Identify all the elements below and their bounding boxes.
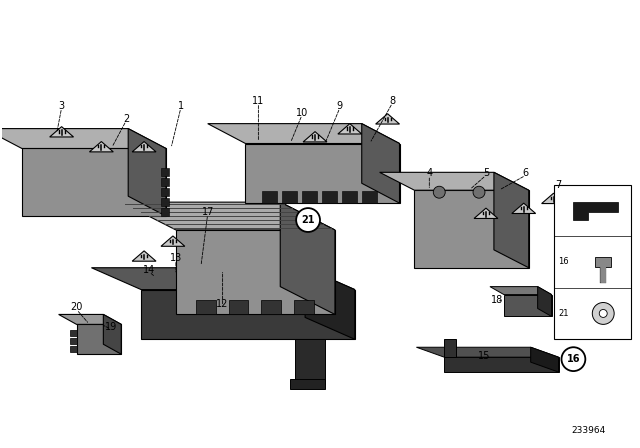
Polygon shape bbox=[132, 251, 156, 261]
Polygon shape bbox=[302, 191, 317, 203]
Polygon shape bbox=[161, 178, 169, 186]
Text: 9: 9 bbox=[337, 101, 343, 111]
Polygon shape bbox=[262, 191, 277, 203]
Polygon shape bbox=[295, 339, 325, 384]
Text: 18: 18 bbox=[491, 294, 503, 305]
Text: 233964: 233964 bbox=[572, 426, 605, 435]
Circle shape bbox=[473, 186, 485, 198]
Text: 7: 7 bbox=[556, 180, 562, 190]
Polygon shape bbox=[92, 268, 355, 289]
Polygon shape bbox=[444, 357, 559, 372]
Polygon shape bbox=[444, 339, 456, 357]
Polygon shape bbox=[132, 142, 156, 152]
Text: 19: 19 bbox=[105, 323, 117, 332]
Polygon shape bbox=[103, 314, 121, 354]
Polygon shape bbox=[474, 208, 498, 219]
Text: 2: 2 bbox=[123, 114, 129, 124]
Polygon shape bbox=[0, 129, 166, 148]
Text: 17: 17 bbox=[202, 207, 214, 217]
Polygon shape bbox=[415, 190, 529, 268]
Polygon shape bbox=[294, 300, 314, 314]
Polygon shape bbox=[59, 314, 121, 324]
Polygon shape bbox=[305, 268, 355, 339]
Polygon shape bbox=[362, 191, 377, 203]
Text: 11: 11 bbox=[252, 96, 264, 106]
Text: 15: 15 bbox=[478, 351, 490, 361]
Polygon shape bbox=[573, 202, 618, 220]
Polygon shape bbox=[362, 124, 399, 203]
Text: 16: 16 bbox=[566, 354, 580, 364]
Polygon shape bbox=[554, 185, 631, 339]
Polygon shape bbox=[417, 347, 559, 357]
Circle shape bbox=[561, 347, 586, 371]
Polygon shape bbox=[280, 202, 335, 314]
Polygon shape bbox=[22, 148, 166, 216]
Polygon shape bbox=[490, 287, 552, 294]
Polygon shape bbox=[77, 324, 121, 354]
Text: 5: 5 bbox=[483, 168, 489, 178]
Polygon shape bbox=[338, 124, 362, 134]
Polygon shape bbox=[246, 143, 399, 203]
Text: 21: 21 bbox=[301, 215, 315, 225]
Polygon shape bbox=[70, 338, 77, 344]
Polygon shape bbox=[282, 191, 297, 203]
Polygon shape bbox=[141, 289, 355, 339]
Polygon shape bbox=[176, 230, 335, 314]
Text: 6: 6 bbox=[523, 168, 529, 178]
Polygon shape bbox=[261, 300, 281, 314]
Polygon shape bbox=[595, 257, 611, 267]
Polygon shape bbox=[70, 330, 77, 336]
Polygon shape bbox=[322, 191, 337, 203]
Polygon shape bbox=[70, 346, 77, 352]
Polygon shape bbox=[512, 203, 536, 214]
Polygon shape bbox=[504, 294, 552, 316]
Polygon shape bbox=[303, 132, 327, 142]
Polygon shape bbox=[50, 127, 74, 137]
Polygon shape bbox=[208, 124, 399, 143]
Polygon shape bbox=[541, 193, 566, 203]
Text: 20: 20 bbox=[70, 302, 83, 312]
Polygon shape bbox=[128, 129, 166, 216]
Polygon shape bbox=[228, 300, 248, 314]
Text: 13: 13 bbox=[170, 253, 182, 263]
Polygon shape bbox=[161, 168, 169, 177]
Polygon shape bbox=[380, 172, 529, 190]
Circle shape bbox=[592, 302, 614, 324]
Polygon shape bbox=[494, 172, 529, 268]
Polygon shape bbox=[161, 198, 169, 206]
Text: 14: 14 bbox=[143, 265, 155, 275]
Polygon shape bbox=[90, 142, 113, 152]
Circle shape bbox=[296, 208, 320, 232]
Polygon shape bbox=[161, 188, 169, 196]
Polygon shape bbox=[531, 347, 559, 372]
Polygon shape bbox=[538, 287, 552, 316]
Circle shape bbox=[599, 310, 607, 318]
Text: 16: 16 bbox=[559, 257, 569, 266]
Polygon shape bbox=[342, 191, 356, 203]
Polygon shape bbox=[376, 114, 399, 124]
Text: 3: 3 bbox=[58, 101, 65, 111]
Text: 1: 1 bbox=[178, 101, 184, 111]
Text: 4: 4 bbox=[426, 168, 433, 178]
Circle shape bbox=[433, 186, 445, 198]
Polygon shape bbox=[196, 300, 216, 314]
Polygon shape bbox=[290, 379, 325, 389]
Text: 12: 12 bbox=[216, 300, 228, 310]
Text: 10: 10 bbox=[296, 108, 308, 118]
Text: 8: 8 bbox=[390, 96, 396, 106]
Polygon shape bbox=[121, 202, 335, 230]
Text: 21: 21 bbox=[559, 309, 569, 318]
Polygon shape bbox=[161, 236, 185, 246]
Polygon shape bbox=[161, 208, 169, 216]
